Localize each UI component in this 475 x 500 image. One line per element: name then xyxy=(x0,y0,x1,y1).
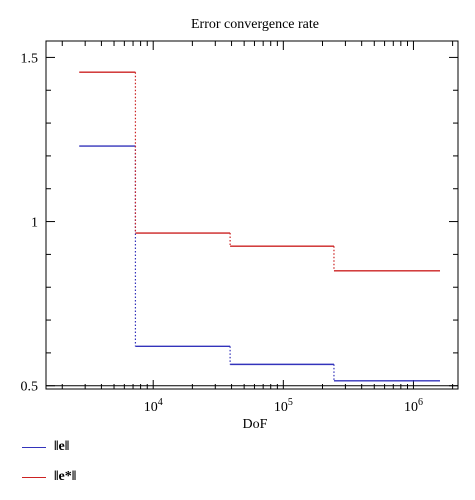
legend: ‖e‖ ‖e*‖ xyxy=(22,432,76,492)
x-axis-label: DoF xyxy=(243,417,268,430)
x-tick-label: 106 xyxy=(404,397,423,415)
legend-label-e-star-norm: ‖e*‖ xyxy=(54,469,77,484)
y-tick-label: 1.5 xyxy=(21,51,39,66)
legend-swatch-red xyxy=(22,476,46,478)
legend-item-e-star-norm: ‖e*‖ xyxy=(22,462,76,492)
legend-swatch-blue xyxy=(22,446,46,448)
y-tick-label: 0.5 xyxy=(21,380,39,395)
x-tick-label: 104 xyxy=(144,397,163,415)
plot-frame xyxy=(45,40,459,390)
legend-label-e-norm: ‖e‖ xyxy=(54,439,70,454)
chart-title: Error convergence rate xyxy=(191,17,319,32)
y-tick-label: 1 xyxy=(31,216,38,231)
legend-item-e-norm: ‖e‖ xyxy=(22,432,76,462)
x-tick-label: 105 xyxy=(274,397,293,415)
plot-area: 0.5 1 1.5 104 105 106 xyxy=(21,40,459,415)
